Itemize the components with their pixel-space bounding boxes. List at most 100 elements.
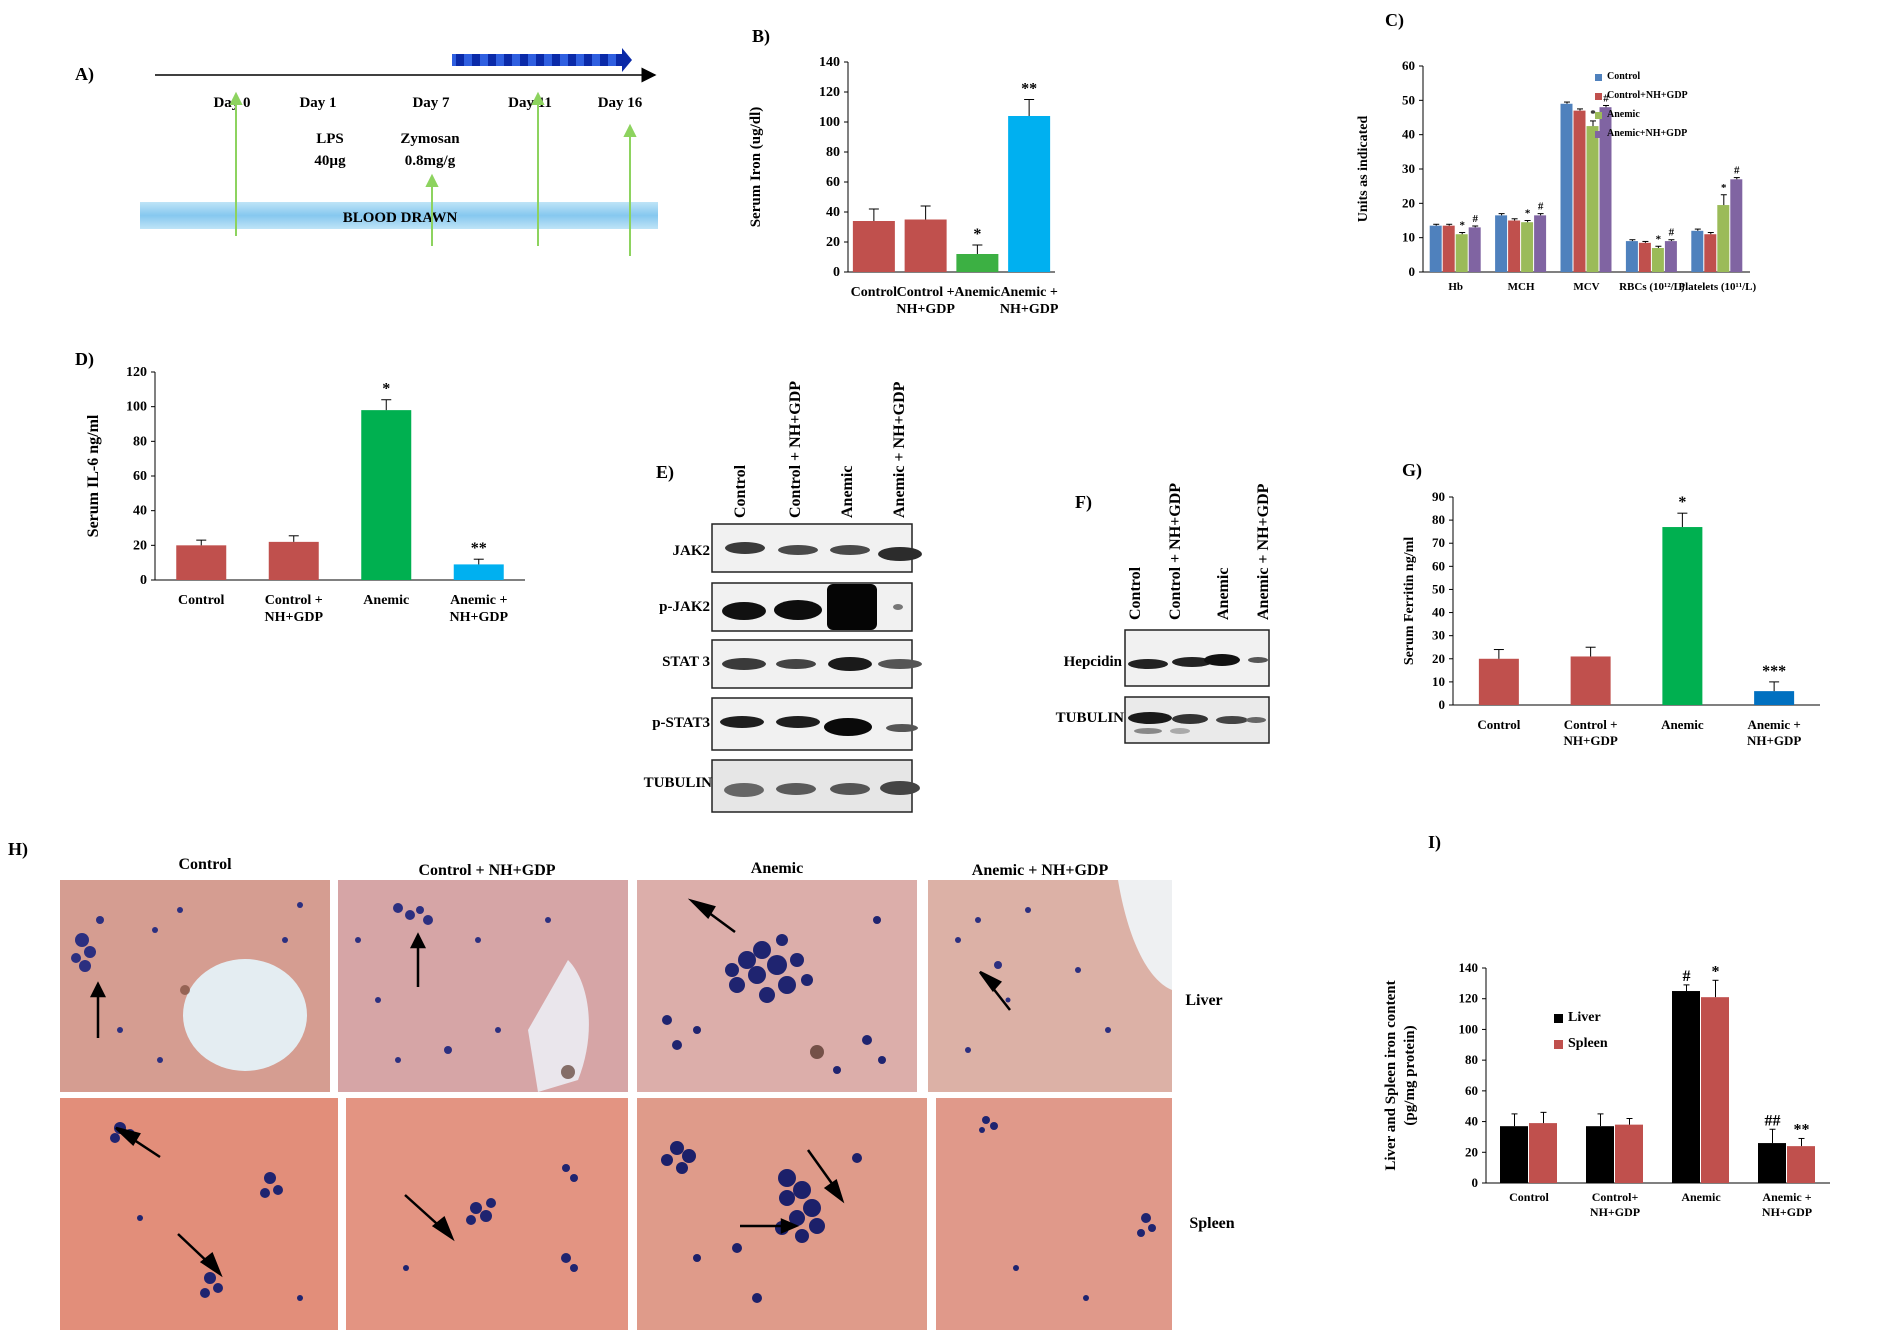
legend-label: Spleen (1568, 1036, 1608, 1051)
bar (1651, 247, 1664, 272)
histology-spleen-anemic-nhgdp (936, 1098, 1172, 1330)
bar (1586, 1126, 1614, 1183)
blot-e-row-pjak2: p-JAK2 (659, 599, 710, 615)
x-category-label: Control (1509, 1190, 1549, 1204)
bar (904, 219, 947, 272)
blot-e-row-tubulin: TUBULIN (644, 775, 713, 791)
x-category-label-line-0: Control+ (1592, 1190, 1639, 1204)
x-category-label-line-0: Anemic + (450, 593, 507, 608)
y-tick-label: 60 (133, 469, 147, 484)
y-tick-label: 20 (1402, 195, 1415, 210)
significance-mark: * (1590, 108, 1596, 120)
x-category-label-line-0: Anemic + (1762, 1190, 1811, 1204)
bar (852, 221, 895, 272)
blot-e-lane-anemic-nhgdp: Anemic + NH+GDP (891, 381, 908, 518)
y-tick-label: 0 (1409, 264, 1416, 279)
histology-liver-control-nhgdp (338, 880, 628, 1092)
y-tick-label: 20 (1465, 1144, 1478, 1159)
panel-h-histology-labels: H) Control Control + NH+GDP Anemic Anemi… (8, 839, 1235, 1232)
significance-mark: # (1603, 92, 1609, 104)
panel-c-hematology-chart: 0 10 20 30 40 50 60 Units as indicated * # Hb * # MCH… (1356, 58, 1757, 293)
blot-f-row-tubulin: TUBULIN (1056, 710, 1125, 726)
x-category-label-line-1: NH+GDP (1563, 733, 1617, 748)
zymosan-label: Zymosan (400, 131, 460, 147)
y-tick-label: 80 (826, 145, 840, 160)
bar (1691, 230, 1704, 272)
significance-mark: * (1678, 494, 1686, 511)
panel-e-western-blot: E) Control Control + NH+GDP Anemic Anemi… (644, 381, 922, 813)
y-tick-label: 60 (1432, 558, 1445, 573)
legend: Liver Spleen (1554, 1010, 1608, 1051)
histology-col-anemic: Anemic (751, 860, 803, 877)
blot-f-lane-control-nhgdp: Control + NH+GDP (1167, 483, 1184, 620)
blot-f-lane-anemic-nhgdp: Anemic + NH+GDP (1255, 483, 1272, 620)
bar (1478, 658, 1519, 705)
bar (1730, 179, 1743, 272)
bar (1704, 234, 1717, 272)
day-label-16: Day 16 (598, 95, 643, 111)
histology-spleen-control (60, 1098, 338, 1330)
significance-mark: ** (1021, 81, 1037, 98)
histology-spleen-control-nhgdp (346, 1098, 628, 1330)
x-category-label: MCV (1573, 281, 1599, 293)
panel-c-letter: C) (1385, 10, 1404, 31)
panel-f-letter: F) (1075, 492, 1092, 513)
y-tick-label: 120 (1459, 991, 1479, 1006)
sampling-arrows (229, 91, 637, 256)
bar (1787, 1146, 1815, 1183)
y-tick-label: 20 (1432, 651, 1445, 666)
bar (361, 410, 412, 580)
blot-f-row-hepcidin: Hepcidin (1064, 654, 1123, 670)
y-tick-label: 140 (819, 55, 840, 70)
histology-col-control-nhgdp: Control + NH+GDP (418, 862, 555, 879)
significance-mark: *** (1762, 663, 1786, 680)
blot-e-strip-pjak2 (711, 582, 913, 632)
y-tick-label: 50 (1402, 92, 1415, 107)
bar (1495, 215, 1508, 272)
y-axis-label: Liver and Spleen iron content (1383, 980, 1399, 1170)
y-tick-label: 50 (1432, 581, 1445, 596)
x-category-label-line-0: Anemic + (1747, 717, 1800, 732)
histology-row-spleen: Spleen (1189, 1215, 1234, 1232)
legend-swatch (1595, 112, 1602, 119)
panel-g-ferritin-chart: 0 10 20 30 40 50 60 70 80 90 Serum Ferritin ng/ml C… (1402, 489, 1820, 748)
panel-b-letter: B) (752, 26, 770, 47)
legend: Control Control+NH+GDP Anemic Anemic+NH+GDP (1595, 71, 1688, 139)
bar (1521, 222, 1534, 272)
bar (1468, 227, 1481, 272)
y-tick-label: 20 (133, 538, 147, 553)
bar (176, 545, 227, 580)
x-category-label-line-1: NH+GDP (264, 610, 323, 625)
x-category-label: Control (1477, 717, 1520, 732)
bar (1701, 997, 1729, 1183)
legend-swatch (1595, 74, 1602, 81)
panel-a-timeline: A) Day 0 Day 1 Day 7 Day 11 Day 16 LPS 4… (75, 48, 658, 256)
x-category-label: Control (851, 285, 898, 300)
bar (1429, 225, 1442, 272)
blot-e-lane-control-nhgdp: Control + NH+GDP (787, 381, 804, 518)
bar (1008, 116, 1051, 272)
histology-liver-anemic (637, 880, 917, 1092)
bar (1638, 242, 1651, 272)
bar (1662, 527, 1703, 705)
y-tick-label: 120 (126, 365, 147, 380)
bar (1754, 691, 1795, 705)
panel-a-letter: A) (75, 64, 94, 85)
x-category-label: Anemic (1661, 717, 1704, 732)
significance-mark: * (1712, 963, 1720, 980)
x-category-label-line-1: NH+GDP (1762, 1205, 1812, 1219)
day-label-1: Day 1 (299, 95, 336, 111)
panel-i-tissue-iron-chart: 0 20 40 60 80 100 120 140 Liver and Spleen iron … (1383, 960, 1830, 1219)
bar (1664, 241, 1677, 272)
y-axis-label: Units as indicated (1356, 116, 1371, 223)
blot-e-row-pstat3: p-STAT3 (652, 715, 710, 731)
y-tick-label: 60 (1465, 1083, 1478, 1098)
bar (268, 541, 319, 580)
bar (1758, 1143, 1786, 1183)
x-category-label: Anemic (1681, 1190, 1721, 1204)
y-tick-label: 100 (819, 115, 840, 130)
y-tick-label: 0 (140, 573, 147, 588)
significance-mark: # (1669, 227, 1675, 239)
y-tick-label: 10 (1432, 674, 1445, 689)
